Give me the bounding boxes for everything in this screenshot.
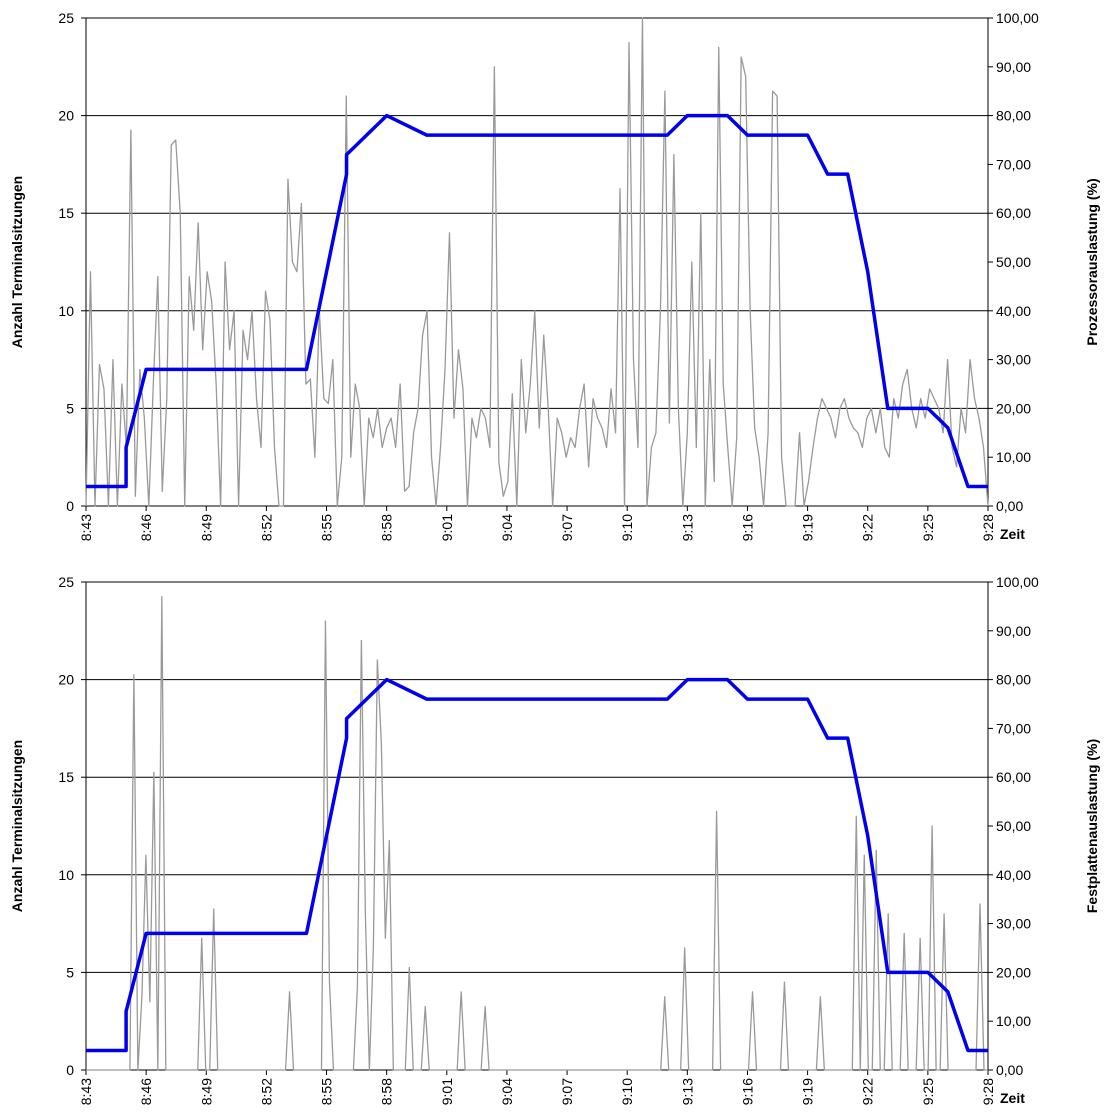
y2-tick-label: 100,00 [996, 574, 1039, 590]
x-tick-label: 9:25 [920, 514, 936, 541]
chart-panel-cpu: 0 5 10 15 20 25 0,00 10,00 20,00 30,00 40,00 50,00 6… [9, 10, 1100, 542]
y2-tick-label: 90,00 [996, 59, 1031, 75]
x-tick-label: 9:19 [800, 1078, 816, 1105]
x-tick-label: 8:49 [198, 514, 214, 541]
x-tick-label: 8:46 [138, 1078, 154, 1105]
y-tick-label: 25 [58, 574, 74, 590]
x-tick-label: 9:04 [499, 514, 515, 541]
x-tick-label: 8:46 [138, 514, 154, 541]
x-tick-label: 8:49 [198, 1078, 214, 1105]
chart-panel-disk: 0 5 10 15 20 25 0,00 10,00 20,00 30,00 40,00 50,00 6… [9, 574, 1100, 1106]
y2-tick-label: 70,00 [996, 720, 1031, 736]
x-tick-label: 8:58 [379, 514, 395, 541]
y-tick-label: 20 [58, 108, 74, 124]
y2-tick-label: 90,00 [996, 623, 1031, 639]
x-tick-label: 9:13 [679, 1078, 695, 1105]
y2-tick-label: 0,00 [996, 498, 1023, 514]
y-tick-label: 5 [66, 400, 74, 416]
x-tick-label: 9:22 [860, 1078, 876, 1105]
y2-tick-label: 10,00 [996, 449, 1031, 465]
y2-tick-label: 70,00 [996, 156, 1031, 172]
y-tick-label: 5 [66, 964, 74, 980]
x-tick-label: 9:16 [739, 1078, 755, 1105]
x-axis-title: Zeit [1000, 526, 1025, 542]
sessions-series-line [86, 680, 988, 1051]
x-tick-label: 9:07 [559, 514, 575, 541]
y2-tick-label: 80,00 [996, 108, 1031, 124]
y2-axis-title: Prozessorauslastung (%) [1084, 178, 1100, 345]
utilization-series-line [86, 597, 988, 1070]
x-tick-label: 8:52 [258, 514, 274, 541]
x-tick-label: 8:43 [78, 1078, 94, 1105]
y-tick-label: 10 [58, 303, 74, 319]
y2-tick-label: 50,00 [996, 254, 1031, 270]
y2-tick-label: 60,00 [996, 205, 1031, 221]
x-tick-label: 8:43 [78, 514, 94, 541]
y2-tick-label: 40,00 [996, 303, 1031, 319]
y-tick-label: 15 [58, 205, 74, 221]
x-tick-label: 9:04 [499, 1078, 515, 1105]
x-tick-label: 9:10 [619, 1078, 635, 1105]
x-tick-label: 9:10 [619, 514, 635, 541]
x-tick-label: 8:58 [379, 1078, 395, 1105]
y2-tick-label: 10,00 [996, 1013, 1031, 1029]
x-tick-label: 9:01 [439, 1078, 455, 1105]
x-tick-label: 9:07 [559, 1078, 575, 1105]
x-tick-label: 9:25 [920, 1078, 936, 1105]
x-tick-label: 8:55 [319, 1078, 335, 1105]
x-tick-label: 9:28 [980, 514, 996, 541]
y-tick-label: 15 [58, 769, 74, 785]
x-tick-label: 9:28 [980, 1078, 996, 1105]
y2-axis-title: Festplattenauslastung (%) [1084, 739, 1100, 913]
y-tick-label: 10 [58, 867, 74, 883]
y2-tick-label: 40,00 [996, 867, 1031, 883]
y2-tick-label: 20,00 [996, 400, 1031, 416]
x-tick-label: 8:52 [258, 1078, 274, 1105]
x-tick-label: 9:22 [860, 514, 876, 541]
utilization-series-line [86, 18, 988, 506]
sessions-series-line [86, 116, 988, 487]
y-tick-label: 0 [66, 498, 74, 514]
y-tick-label: 0 [66, 1062, 74, 1078]
y2-tick-label: 30,00 [996, 352, 1031, 368]
y2-tick-label: 60,00 [996, 769, 1031, 785]
y-axis-title: Anzahl Terminalsitzungen [9, 740, 25, 912]
y-tick-label: 25 [58, 10, 74, 26]
x-tick-label: 9:13 [679, 514, 695, 541]
y2-tick-label: 100,00 [996, 10, 1039, 26]
y2-tick-label: 80,00 [996, 672, 1031, 688]
x-tick-label: 9:16 [739, 514, 755, 541]
x-tick-label: 9:01 [439, 514, 455, 541]
x-axis-title: Zeit [1000, 1090, 1025, 1106]
x-tick-label: 8:55 [319, 514, 335, 541]
y2-tick-label: 20,00 [996, 964, 1031, 980]
y2-tick-label: 30,00 [996, 916, 1031, 932]
x-tick-label: 9:19 [800, 514, 816, 541]
y2-tick-label: 0,00 [996, 1062, 1023, 1078]
y-tick-label: 20 [58, 672, 74, 688]
y-axis-title: Anzahl Terminalsitzungen [9, 176, 25, 348]
y2-tick-label: 50,00 [996, 818, 1031, 834]
